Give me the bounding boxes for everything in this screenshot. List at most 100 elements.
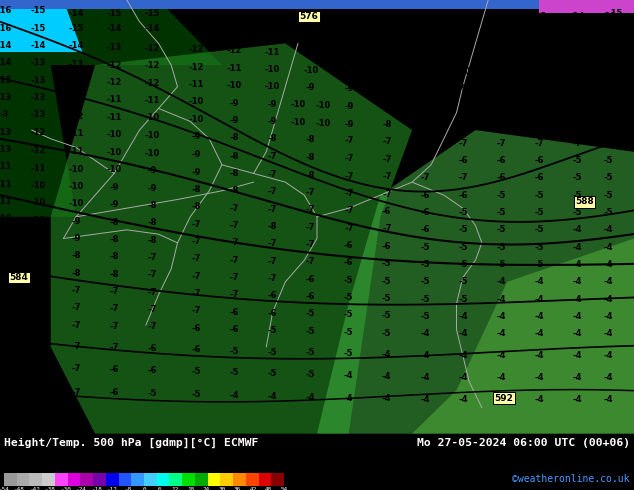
Text: -6: -6 (420, 208, 429, 217)
Text: Mo 27-05-2024 06:00 UTC (00+06): Mo 27-05-2024 06:00 UTC (00+06) (417, 438, 630, 448)
Text: -9: -9 (148, 167, 157, 175)
Text: -5: -5 (604, 208, 613, 217)
Text: -9: -9 (268, 117, 277, 126)
Text: -14: -14 (227, 9, 242, 19)
Text: -5: -5 (534, 260, 543, 269)
Text: -15: -15 (30, 24, 46, 33)
Text: -5: -5 (192, 390, 201, 399)
Text: -11: -11 (107, 113, 122, 122)
Bar (259, 473, 271, 486)
Text: -5: -5 (534, 208, 543, 217)
Text: -10: -10 (417, 67, 432, 76)
Text: -8: -8 (148, 219, 157, 227)
Text: -13: -13 (107, 43, 122, 52)
Text: -5: -5 (382, 276, 391, 286)
Text: -5: -5 (458, 208, 467, 217)
Text: -11: -11 (0, 163, 12, 172)
Text: -5: -5 (148, 389, 157, 398)
Text: 24: 24 (203, 487, 210, 490)
Text: -5: -5 (344, 349, 353, 358)
Text: -4: -4 (496, 351, 505, 360)
Text: -4: -4 (420, 373, 429, 382)
Polygon shape (412, 239, 634, 434)
Bar (169, 473, 182, 486)
Text: 0: 0 (142, 487, 146, 490)
Text: -6: -6 (604, 121, 613, 130)
Text: ©weatheronline.co.uk: ©weatheronline.co.uk (512, 474, 630, 484)
Text: -7: -7 (496, 104, 505, 113)
Text: -4: -4 (230, 391, 239, 400)
Text: -10: -10 (290, 118, 306, 127)
Text: 576: 576 (299, 12, 318, 21)
Text: -13: -13 (265, 12, 280, 22)
Text: -7: -7 (192, 254, 201, 264)
Text: -8: -8 (125, 487, 132, 490)
Text: -12: -12 (145, 79, 160, 88)
Text: -12: -12 (145, 61, 160, 71)
Text: -11: -11 (417, 50, 432, 59)
Text: 48: 48 (265, 487, 272, 490)
Text: 18: 18 (187, 487, 194, 490)
Text: -7: -7 (382, 172, 391, 181)
Text: -4: -4 (604, 225, 613, 234)
Text: -9: -9 (306, 83, 315, 92)
Text: -7: -7 (420, 138, 429, 147)
Text: -7: -7 (72, 364, 81, 373)
Text: -5: -5 (268, 347, 277, 357)
Text: -13: -13 (493, 12, 508, 22)
Text: -5: -5 (496, 208, 505, 217)
Text: -12: -12 (30, 128, 46, 137)
Text: -6: -6 (344, 258, 353, 267)
Text: 42: 42 (249, 487, 257, 490)
Text: -6: -6 (604, 104, 613, 113)
Text: -7: -7 (230, 256, 239, 265)
Text: -6: -6 (268, 309, 277, 318)
Text: -11: -11 (68, 129, 84, 138)
Text: -13: -13 (30, 76, 46, 85)
Text: -10: -10 (303, 66, 318, 75)
Text: -8: -8 (34, 285, 42, 294)
Bar (221, 473, 233, 486)
Text: 588: 588 (575, 197, 594, 206)
Bar (81, 473, 93, 486)
Text: -5: -5 (573, 173, 581, 182)
Text: -15: -15 (68, 24, 84, 33)
Text: -7: -7 (382, 224, 391, 233)
Text: -10: -10 (316, 101, 331, 110)
Text: -7: -7 (72, 321, 81, 330)
Text: -9: -9 (344, 84, 353, 93)
Text: -4: -4 (573, 294, 581, 304)
Text: -6: -6 (230, 308, 239, 317)
Text: -7: -7 (573, 139, 581, 147)
Text: -12: -12 (303, 28, 318, 37)
Bar (93, 473, 106, 486)
Text: -7: -7 (344, 154, 353, 163)
Text: -13: -13 (0, 128, 12, 137)
Text: -5: -5 (268, 369, 277, 378)
Text: -8: -8 (230, 169, 239, 178)
Text: -14: -14 (107, 24, 122, 33)
Bar (55, 473, 68, 486)
Text: -11: -11 (341, 49, 356, 58)
Text: -7: -7 (496, 139, 505, 147)
Text: -7: -7 (192, 237, 201, 246)
Text: -5: -5 (496, 243, 505, 252)
Text: -13: -13 (227, 26, 242, 35)
Text: -13: -13 (30, 110, 46, 120)
Text: -12: -12 (189, 46, 204, 54)
Text: -9: -9 (382, 84, 391, 94)
Text: -9: -9 (0, 267, 9, 275)
Text: -4: -4 (382, 350, 391, 359)
Text: -8: -8 (306, 135, 315, 144)
Text: -5: -5 (496, 260, 505, 269)
Text: -14: -14 (68, 9, 84, 19)
Text: -7: -7 (192, 289, 201, 298)
Text: -8: -8 (34, 342, 42, 350)
Text: -7: -7 (306, 205, 315, 215)
Text: -8: -8 (604, 83, 613, 93)
Bar (208, 473, 221, 486)
Text: -9: -9 (268, 99, 277, 109)
Text: -13: -13 (569, 30, 585, 39)
Text: -10: -10 (0, 215, 12, 223)
Text: -5: -5 (306, 327, 315, 336)
